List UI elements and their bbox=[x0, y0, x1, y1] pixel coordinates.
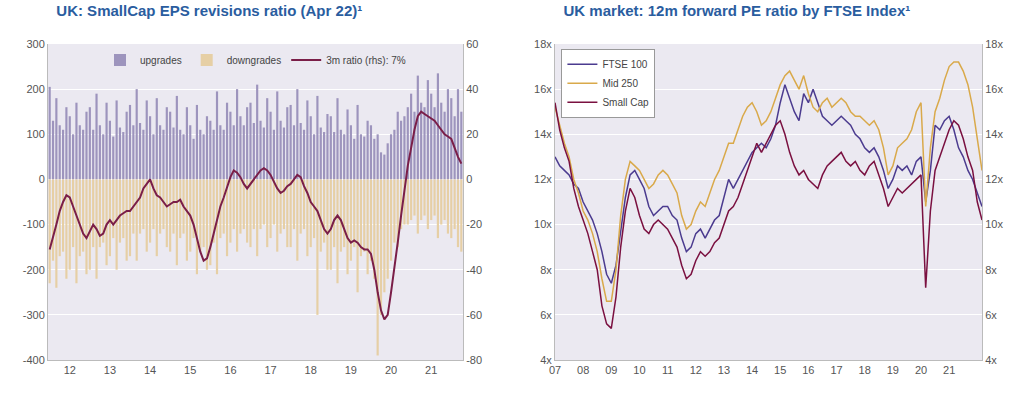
svg-text:6x: 6x bbox=[985, 309, 997, 321]
svg-text:6x: 6x bbox=[540, 309, 552, 321]
svg-text:upgrades: upgrades bbox=[140, 55, 182, 66]
svg-text:-60: -60 bbox=[466, 309, 482, 321]
svg-text:0: 0 bbox=[39, 173, 45, 185]
svg-text:20: 20 bbox=[385, 364, 397, 376]
svg-text:08: 08 bbox=[577, 364, 589, 376]
svg-text:13: 13 bbox=[104, 364, 116, 376]
svg-text:-100: -100 bbox=[23, 218, 45, 230]
svg-text:12x: 12x bbox=[985, 173, 1003, 185]
svg-text:UK: SmallCap EPS revisions rat: UK: SmallCap EPS revisions ratio (Apr 22… bbox=[56, 2, 362, 19]
svg-text:14x: 14x bbox=[985, 128, 1003, 140]
svg-text:18: 18 bbox=[859, 364, 871, 376]
svg-text:10x: 10x bbox=[534, 218, 552, 230]
svg-text:Small Cap: Small Cap bbox=[602, 97, 649, 108]
svg-text:4x: 4x bbox=[540, 354, 552, 366]
svg-text:0: 0 bbox=[466, 173, 472, 185]
svg-text:21: 21 bbox=[425, 364, 437, 376]
svg-text:20: 20 bbox=[466, 128, 478, 140]
svg-text:8x: 8x bbox=[540, 264, 552, 276]
svg-text:-300: -300 bbox=[23, 309, 45, 321]
svg-text:300: 300 bbox=[26, 38, 44, 50]
svg-text:FTSE 100: FTSE 100 bbox=[602, 59, 647, 70]
svg-text:UK market: 12m forward PE rati: UK market: 12m forward PE ratio by FTSE … bbox=[564, 2, 911, 19]
svg-text:16x: 16x bbox=[534, 83, 552, 95]
svg-text:downgrades: downgrades bbox=[227, 55, 281, 66]
svg-text:12: 12 bbox=[64, 364, 76, 376]
svg-text:3m ratio (rhs): 7%: 3m ratio (rhs): 7% bbox=[326, 55, 406, 66]
svg-text:19: 19 bbox=[887, 364, 899, 376]
svg-text:200: 200 bbox=[26, 83, 44, 95]
svg-text:-400: -400 bbox=[23, 354, 45, 366]
svg-text:16x: 16x bbox=[985, 83, 1003, 95]
svg-text:07: 07 bbox=[549, 364, 561, 376]
svg-text:10: 10 bbox=[633, 364, 645, 376]
svg-text:8x: 8x bbox=[985, 264, 997, 276]
svg-text:-20: -20 bbox=[466, 218, 482, 230]
svg-text:17: 17 bbox=[830, 364, 842, 376]
svg-text:16: 16 bbox=[802, 364, 814, 376]
svg-text:60: 60 bbox=[466, 38, 478, 50]
svg-text:18x: 18x bbox=[985, 38, 1003, 50]
svg-text:14: 14 bbox=[746, 364, 758, 376]
svg-text:12x: 12x bbox=[534, 173, 552, 185]
svg-text:15: 15 bbox=[184, 364, 196, 376]
svg-text:14x: 14x bbox=[534, 128, 552, 140]
svg-text:11: 11 bbox=[662, 364, 673, 376]
svg-text:18: 18 bbox=[305, 364, 317, 376]
svg-text:18x: 18x bbox=[534, 38, 552, 50]
svg-text:-200: -200 bbox=[23, 264, 45, 276]
svg-text:20: 20 bbox=[915, 364, 927, 376]
svg-text:4x: 4x bbox=[985, 354, 997, 366]
svg-text:100: 100 bbox=[26, 128, 44, 140]
svg-text:40: 40 bbox=[466, 83, 478, 95]
svg-text:09: 09 bbox=[605, 364, 617, 376]
svg-text:21: 21 bbox=[943, 364, 955, 376]
svg-text:19: 19 bbox=[345, 364, 357, 376]
svg-text:13: 13 bbox=[718, 364, 730, 376]
svg-text:10x: 10x bbox=[985, 218, 1003, 230]
svg-text:-40: -40 bbox=[466, 264, 482, 276]
svg-text:17: 17 bbox=[264, 364, 276, 376]
svg-text:15: 15 bbox=[774, 364, 786, 376]
svg-text:16: 16 bbox=[224, 364, 236, 376]
svg-text:12: 12 bbox=[690, 364, 702, 376]
svg-text:-80: -80 bbox=[466, 354, 482, 366]
svg-text:Mid 250: Mid 250 bbox=[602, 78, 638, 89]
svg-text:14: 14 bbox=[144, 364, 156, 376]
